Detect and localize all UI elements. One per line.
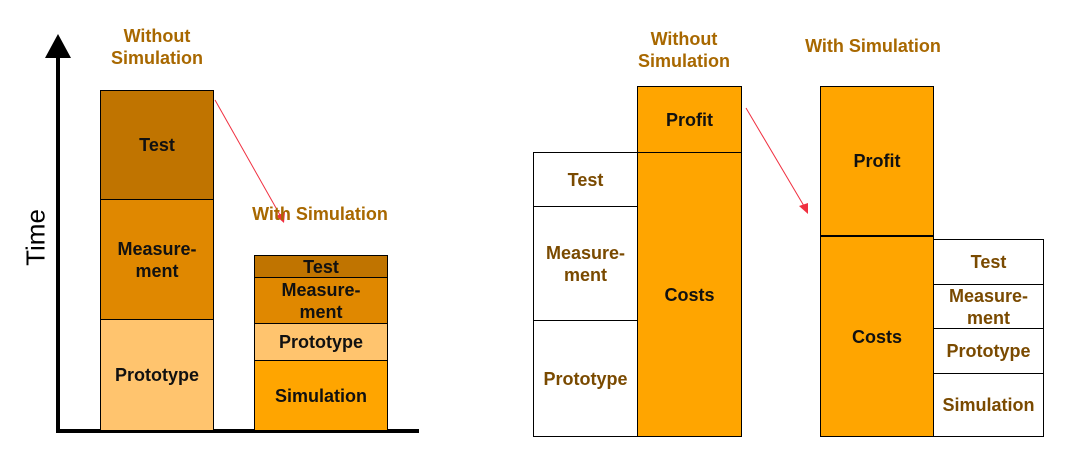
title-without-simulation-right: Without Simulation bbox=[637, 29, 730, 71]
breakdown-prototype: Prototype bbox=[533, 320, 638, 437]
breakdown-measurement: Measure- ment bbox=[933, 284, 1044, 329]
bar-profit: Profit bbox=[637, 86, 742, 153]
axis-label-time: Time bbox=[20, 209, 51, 266]
title-with-simulation-left: With Simulation bbox=[252, 204, 388, 224]
breakdown-measurement: Measure- ment bbox=[533, 206, 638, 321]
segment-test: Test bbox=[254, 255, 388, 278]
bar-costs: Costs bbox=[637, 152, 742, 437]
breakdown-test: Test bbox=[933, 239, 1044, 285]
bar-profit: Profit bbox=[820, 86, 934, 236]
segment-measurement: Measure- ment bbox=[254, 277, 388, 324]
axis-arrowhead-icon bbox=[45, 34, 71, 58]
bar-costs: Costs bbox=[820, 235, 934, 437]
transition-arrow-right bbox=[745, 107, 808, 214]
title-without-simulation-left: Without Simulation bbox=[110, 26, 203, 68]
time-axis bbox=[45, 34, 419, 433]
segment-prototype: Prototype bbox=[254, 323, 388, 361]
transition-arrow-left bbox=[214, 99, 285, 223]
title-with-simulation-right: With Simulation bbox=[805, 36, 941, 56]
segment-measurement: Measure- ment bbox=[100, 199, 214, 320]
breakdown-simulation: Simulation bbox=[933, 373, 1044, 437]
segment-test: Test bbox=[100, 90, 214, 200]
breakdown-prototype: Prototype bbox=[933, 328, 1044, 374]
segment-prototype: Prototype bbox=[100, 319, 214, 431]
segment-simulation: Simulation bbox=[254, 360, 388, 431]
breakdown-test: Test bbox=[533, 152, 638, 207]
